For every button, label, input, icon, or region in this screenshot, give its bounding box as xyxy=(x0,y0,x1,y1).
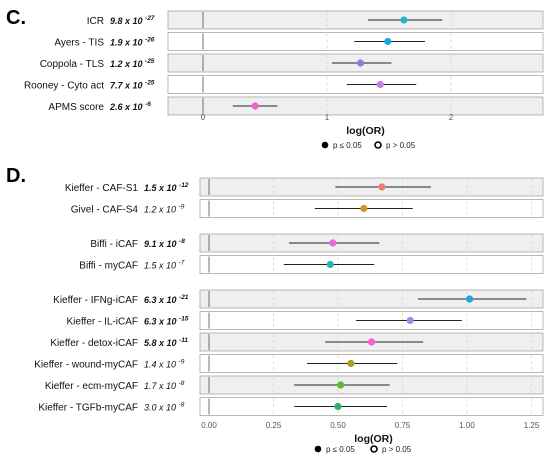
row-box xyxy=(167,10,544,30)
row-label: Kieffer - TGFb-myCAF xyxy=(38,403,138,414)
row-label: ICR xyxy=(87,16,104,27)
p-value: 7.7 x 10 -25 xyxy=(110,80,155,91)
row-label: Biffi - iCAF xyxy=(90,239,138,250)
p-value-exponent: -9 xyxy=(179,359,185,366)
point-estimate xyxy=(465,295,474,303)
p-value-exponent: -8 xyxy=(179,402,185,409)
x-tick-label: 1.00 xyxy=(459,421,475,430)
p-value: 1.2 x 10 -25 xyxy=(110,58,155,69)
point-estimate xyxy=(400,16,408,24)
legend-entry-label: p ≤ 0.05 xyxy=(333,141,362,150)
p-value: 2.6 x 10 -6 xyxy=(109,101,151,112)
x-axis-label: log(OR) xyxy=(354,433,393,445)
legend-entry-label: p > 0.05 xyxy=(382,445,412,454)
x-tick-label: 2 xyxy=(449,113,454,122)
p-value: 1.7 x 10 -8 xyxy=(144,380,185,391)
p-value-exponent: -25 xyxy=(145,58,155,65)
point-estimate xyxy=(378,183,386,191)
panel-label: C. xyxy=(6,7,26,29)
p-value-exponent: -6 xyxy=(145,101,151,108)
x-tick-label: 1.25 xyxy=(524,421,540,430)
p-value: 9.8 x 10 -27 xyxy=(110,15,155,26)
legend-entry-label: p ≤ 0.05 xyxy=(326,445,355,454)
p-value-exponent: -8 xyxy=(179,238,185,245)
row-box xyxy=(167,96,544,116)
row-label: Rooney - Cyto act xyxy=(24,81,104,92)
p-value: 1.9 x 10 -26 xyxy=(110,37,155,48)
row-label: Kieffer - detox-iCAF xyxy=(50,338,138,349)
p-value-exponent: -26 xyxy=(145,37,155,44)
legend-marker-filled xyxy=(321,141,329,149)
point-estimate xyxy=(326,260,334,269)
x-tick-label: 1 xyxy=(325,113,330,122)
x-tick-label: 0.25 xyxy=(266,421,282,430)
p-value-exponent: -11 xyxy=(179,337,188,344)
point-estimate xyxy=(360,204,368,213)
legend-marker-open xyxy=(374,141,382,149)
row-label: Kieffer - IL-iCAF xyxy=(67,317,139,328)
panel-c: C. ICR 9.8 x 10 -27 Ayers - TIS 1.9 x 10 -26… xyxy=(6,7,544,150)
panel-label: D. xyxy=(6,165,26,187)
p-value-exponent: -9 xyxy=(179,204,185,211)
p-value: 6.3 x 10 -15 xyxy=(144,316,189,327)
x-tick-label: 0.75 xyxy=(395,421,411,430)
x-tick-label: 0.50 xyxy=(330,421,346,430)
p-value-exponent: -8 xyxy=(179,380,185,387)
legend-entry-label: p > 0.05 xyxy=(386,141,416,150)
p-value: 1.5 x 10 -7 xyxy=(144,260,185,271)
point-estimate xyxy=(406,316,414,325)
row-label: Kieffer - wound-myCAF xyxy=(34,360,138,371)
p-value-exponent: -15 xyxy=(179,316,189,323)
p-value-exponent: -25 xyxy=(145,80,155,87)
x-tick-label: 0 xyxy=(201,113,206,122)
point-estimate xyxy=(356,59,365,67)
point-estimate xyxy=(367,338,376,346)
point-estimate xyxy=(376,80,384,89)
row-label: Ayers - TIS xyxy=(54,38,104,49)
p-value: 1.2 x 10 -9 xyxy=(144,204,185,215)
row-label: Kieffer - IFNg-iCAF xyxy=(53,295,138,306)
p-value: 9.1 x 10 -8 xyxy=(144,238,185,249)
p-value: 6.3 x 10 -21 xyxy=(144,294,189,305)
legend-marker-open xyxy=(370,445,378,453)
p-value: 1.5 x 10 -12 xyxy=(144,182,189,193)
point-estimate xyxy=(251,102,259,110)
point-estimate xyxy=(336,381,345,389)
p-value: 1.4 x 10 -9 xyxy=(144,359,185,370)
row-label: APMS score xyxy=(48,102,104,113)
point-estimate xyxy=(347,359,355,368)
p-value: 5.8 x 10 -11 xyxy=(144,337,188,348)
row-label: Coppola - TLS xyxy=(40,59,105,70)
row-label: Biffi - myCAF xyxy=(79,261,138,272)
point-estimate xyxy=(334,402,342,411)
row-box xyxy=(199,289,544,309)
x-tick-label: 0.00 xyxy=(201,421,217,430)
row-label: Kieffer - ecm-myCAF xyxy=(45,381,138,392)
p-value-exponent: -7 xyxy=(179,260,185,267)
row-label: Kieffer - CAF-S1 xyxy=(65,183,139,194)
point-estimate xyxy=(384,37,392,46)
row-label: Givel - CAF-S4 xyxy=(71,205,139,216)
panel-d: D. Kieffer - CAF-S1 1.5 x 10 -12 Givel - CA… xyxy=(6,165,544,454)
point-estimate xyxy=(329,239,337,247)
p-value-exponent: -27 xyxy=(145,15,155,22)
x-axis-label: log(OR) xyxy=(346,125,385,137)
p-value: 3.0 x 10 -8 xyxy=(144,402,185,413)
p-value-exponent: -21 xyxy=(179,294,189,301)
p-value-exponent: -12 xyxy=(179,182,189,189)
legend-marker-filled xyxy=(314,445,322,453)
